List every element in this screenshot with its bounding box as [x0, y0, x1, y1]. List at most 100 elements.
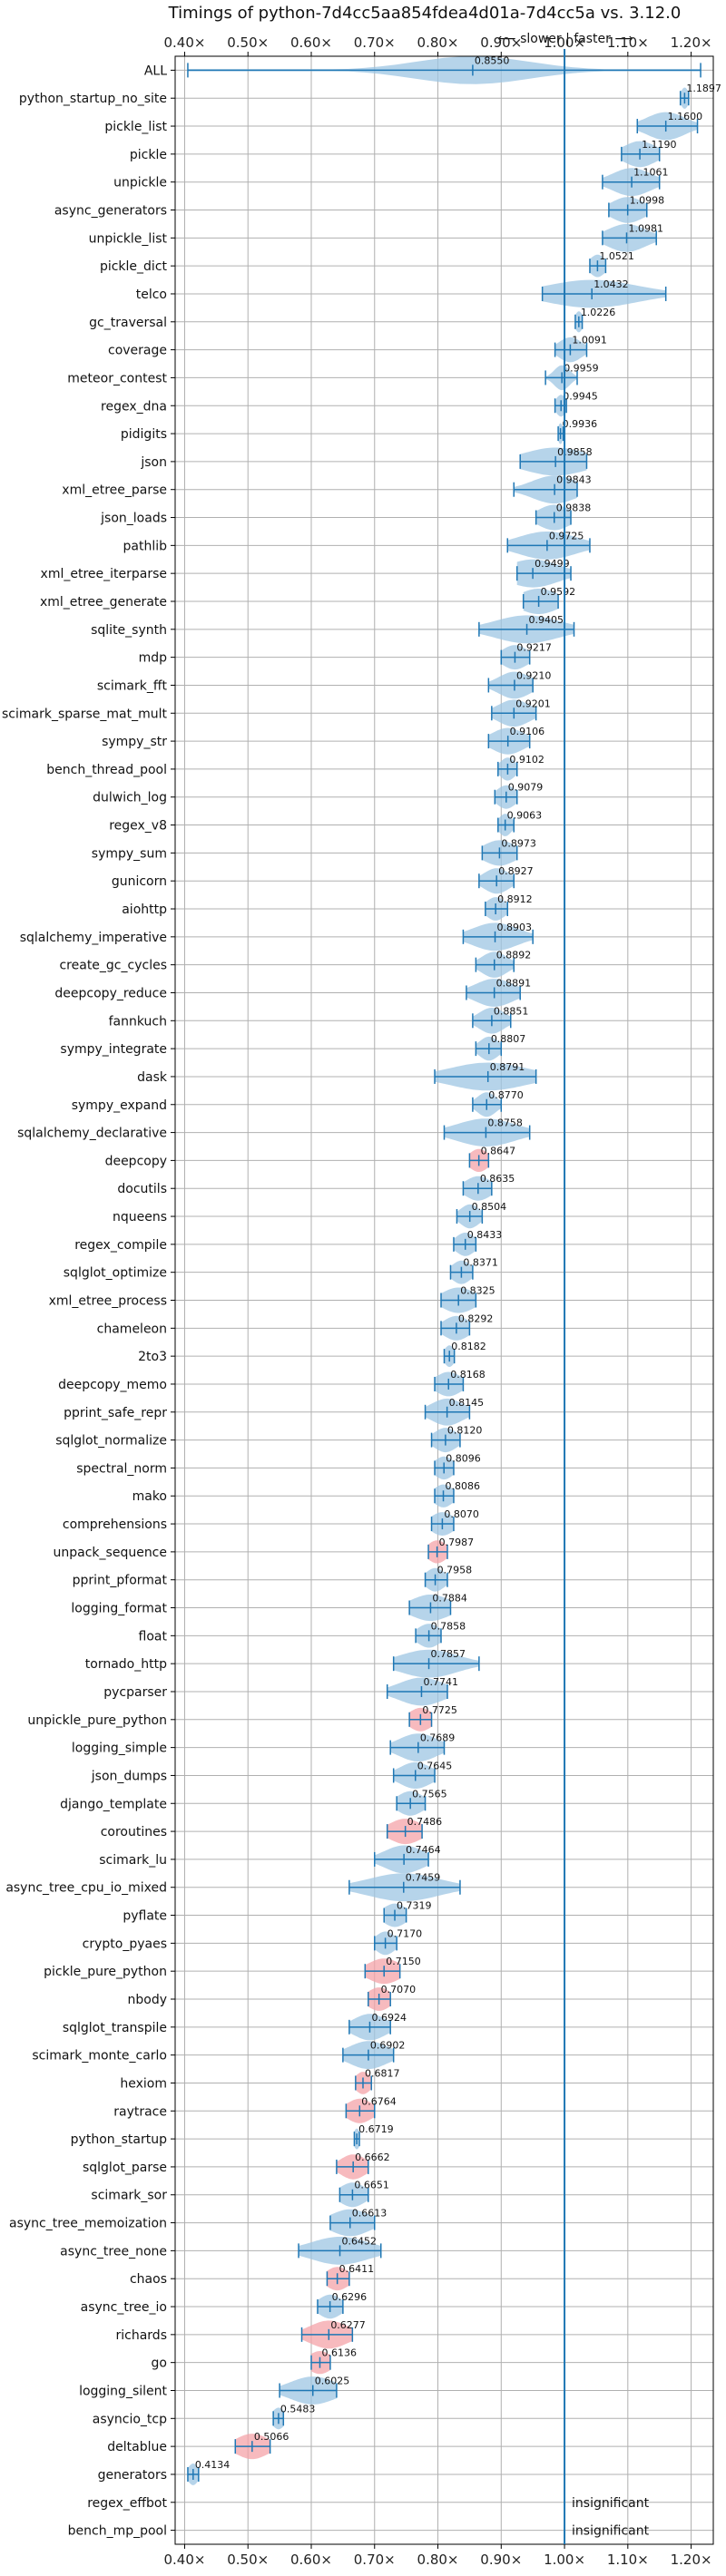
benchmark-name: bench_mp_pool: [68, 2524, 167, 2539]
value-label: 0.6277: [330, 2319, 366, 2331]
x-tick-label-bottom: 0.40×: [163, 2552, 205, 2568]
x-tick-label-top: 1.20×: [671, 34, 712, 51]
value-label: 0.8145: [449, 1397, 485, 1409]
value-label: 0.8096: [446, 1452, 481, 1464]
value-label: 0.8168: [450, 1369, 486, 1381]
benchmark-name: pickle_list: [104, 120, 167, 134]
value-label: 0.9592: [541, 586, 576, 598]
x-tick-label-top: 0.50×: [227, 34, 269, 51]
benchmark-name: aiohttp: [122, 903, 167, 917]
benchmark-name: scimark_sor: [91, 2189, 167, 2203]
benchmark-name: hexiom: [120, 2076, 167, 2091]
value-label: 0.7645: [417, 1760, 453, 1771]
benchmark-name: pycparser: [103, 1685, 167, 1700]
benchmark-name: ALL: [144, 63, 167, 78]
benchmark-name: sqlite_synth: [91, 623, 167, 638]
value-label: 0.6613: [352, 2208, 388, 2220]
benchmark-name: unpack_sequence: [54, 1546, 167, 1560]
benchmark-name: sqlglot_normalize: [55, 1434, 167, 1449]
benchmark-name: pickle: [130, 148, 167, 162]
value-label: 0.7170: [388, 1927, 423, 1939]
benchmark-name: sympy_str: [102, 735, 167, 749]
benchmark-name: unpickle: [113, 176, 167, 190]
benchmark-name: sympy_expand: [72, 1098, 167, 1113]
value-label: 1.1061: [633, 167, 669, 179]
value-label: 0.9063: [507, 810, 543, 822]
x-tick-label-bottom: 0.70×: [354, 2552, 396, 2568]
benchmark-name: regex_effbot: [87, 2496, 167, 2511]
benchmark-name: deltablue: [107, 2440, 167, 2454]
benchmark-name: mdp: [139, 651, 168, 666]
value-label: 0.6662: [355, 2152, 390, 2163]
value-label: 0.8371: [463, 1257, 498, 1269]
value-label: 0.9102: [509, 754, 544, 766]
benchmark-name: xml_etree_iterparse: [41, 567, 167, 581]
value-label: 0.8635: [480, 1173, 515, 1185]
benchmark-name: scimark_sparse_mat_mult: [2, 707, 167, 721]
benchmark-name: json_loads: [100, 512, 167, 526]
benchmark-name: telco: [136, 288, 167, 302]
benchmark-name: crypto_pyaes: [83, 1937, 167, 1951]
value-label: 0.6817: [365, 2067, 400, 2079]
benchmark-name: sqlglot_parse: [83, 2161, 167, 2175]
benchmark-name: xml_etree_process: [49, 1294, 167, 1309]
value-label: 0.7741: [423, 1676, 458, 1688]
x-tick-label-top: 1.10×: [607, 34, 649, 51]
value-label: 0.7958: [437, 1565, 472, 1576]
x-tick-label-top: 0.70×: [354, 34, 396, 51]
value-label: 0.9936: [563, 418, 598, 430]
value-label: 0.7689: [420, 1732, 456, 1744]
value-label: 0.7857: [431, 1648, 466, 1660]
value-label: 0.7070: [381, 1984, 417, 1995]
x-tick-label-bottom: 0.90×: [480, 2552, 522, 2568]
benchmark-name: scimark_fft: [97, 678, 168, 693]
value-label: 0.7725: [422, 1704, 457, 1716]
benchmark-name: sqlglot_transpile: [63, 2021, 167, 2035]
value-label: 0.4134: [195, 2459, 231, 2471]
x-tick-label-top: 0.80×: [417, 34, 459, 51]
value-label: 0.6296: [332, 2291, 368, 2303]
benchmark-name: scimark_lu: [99, 1853, 167, 1868]
benchmark-name: 2to3: [138, 1350, 167, 1364]
benchmark-name: async_tree_memoization: [9, 2217, 167, 2231]
benchmark-name: sqlalchemy_declarative: [17, 1127, 167, 1141]
benchmark-name: sympy_sum: [92, 846, 167, 861]
benchmark-name: dask: [137, 1070, 168, 1085]
value-label: 0.8647: [481, 1145, 516, 1156]
value-label: 0.7150: [386, 1956, 421, 1967]
benchmark-name: generators: [98, 2468, 167, 2483]
value-label: 0.8086: [446, 1480, 481, 1492]
benchmark-name: json_dumps: [91, 1769, 167, 1783]
benchmark-name: comprehensions: [63, 1517, 167, 1532]
label-layer: 0.8550 1.1897 1.1600 1.1190 1.1061 1.0998 1.09…: [195, 54, 721, 2538]
benchmark-name: django_template: [60, 1797, 167, 1811]
x-tick-label-bottom: 0.80×: [417, 2552, 459, 2568]
benchmark-name: python_startup_no_site: [19, 92, 167, 106]
value-label: 0.5483: [280, 2403, 316, 2415]
value-label: 0.8807: [491, 1033, 526, 1045]
benchmark-name: sqlalchemy_imperative: [20, 931, 167, 945]
benchmark-name: spectral_norm: [76, 1461, 167, 1476]
benchmark-name: nbody: [128, 1993, 168, 2007]
chart-title: Timings of python-7d4cc5aa854fdea4d01a-7…: [168, 4, 682, 23]
benchmark-name: sqlglot_optimize: [64, 1266, 167, 1281]
benchmark-name: deepcopy_reduce: [54, 986, 167, 1000]
benchmark-name: raytrace: [113, 2104, 167, 2119]
benchmark-name: meteor_contest: [67, 371, 167, 385]
benchmark-name: float: [139, 1629, 168, 1644]
benchmark-name: deepcopy: [105, 1154, 167, 1168]
x-tick-label-bottom: 0.60×: [290, 2552, 332, 2568]
value-label: 0.6651: [354, 2180, 389, 2191]
benchmark-name: asyncio_tcp: [93, 2412, 167, 2426]
x-tick-label-top: 1.00×: [544, 34, 585, 51]
value-label: 1.0981: [628, 222, 663, 234]
value-label: 0.9843: [556, 474, 592, 486]
value-label: 1.0998: [630, 195, 665, 207]
benchmark-name: bench_thread_pool: [46, 763, 167, 777]
value-label: 0.9725: [549, 530, 584, 542]
value-label: 0.7464: [406, 1844, 441, 1856]
value-label: 0.6452: [342, 2235, 378, 2247]
benchmark-name: pickle_dict: [100, 259, 168, 274]
benchmark-name: logging_silent: [79, 2384, 167, 2398]
